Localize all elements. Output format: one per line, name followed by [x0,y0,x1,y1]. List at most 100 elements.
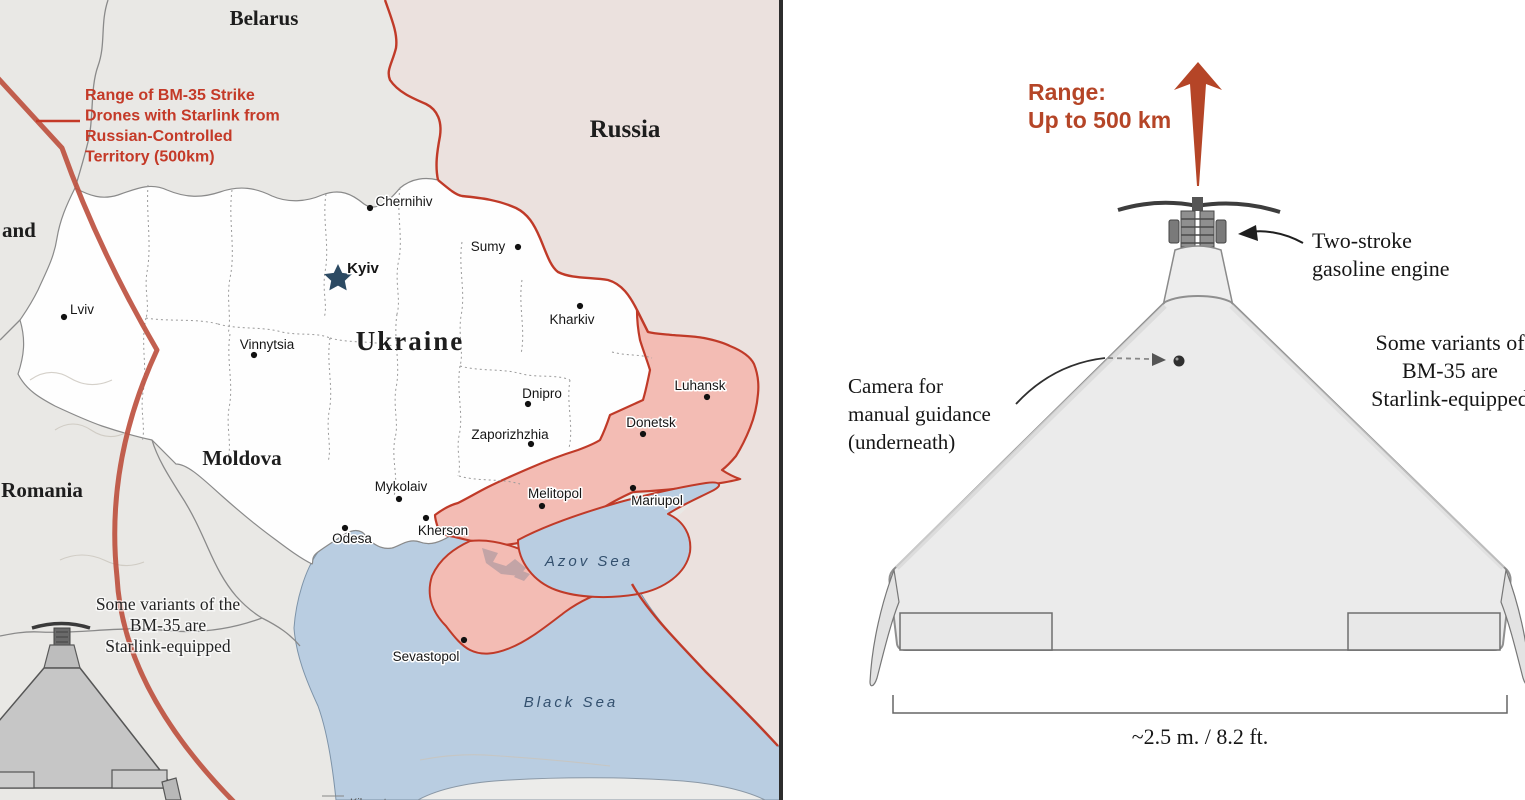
camera-label-line: Camera for [848,374,943,398]
range-annotation: Range of BM-35 Strike Drones with Starli… [85,87,280,166]
elevon-left [0,771,35,789]
romania-label: Romania [1,478,83,502]
winglet [161,777,182,800]
sivash-lagoon [482,548,530,581]
city-melitopol: Melitopol [526,485,584,510]
wing-shading-right [1229,304,1505,570]
range-annotation-line: Russian-Controlled [85,128,233,145]
svg-text:Sevastopol: Sevastopol [393,649,460,664]
svg-text:Sumy: Sumy [471,239,506,254]
capital-kyiv: Kyiv [324,259,381,291]
city-luhansk: Luhansk [673,377,727,401]
wing-shading-left [895,304,1167,570]
wingspan-label: ~2.5 m. / 8.2 ft. [1132,724,1269,749]
camera-pointer-dashed [1107,357,1151,360]
engine-label-line: Two-stroke [1312,228,1412,253]
ukraine-range-map: Range of BM-35 Strike Drones with Starli… [0,0,780,800]
city-zaporizhzhia: Zaporizhzhia [470,426,551,448]
svg-text:BM-35 are: BM-35 are [130,615,207,635]
engine-cylinder-right [1199,210,1215,248]
camera-label-line: (underneath) [848,430,955,454]
variants-note-line: BM-35 are [1402,358,1498,383]
svg-text:Luhansk: Luhansk [674,378,725,393]
city-mariupol: Mariupol [630,484,684,510]
svg-text:Lviv: Lviv [70,302,94,317]
svg-text:Kharkiv: Kharkiv [549,312,594,327]
svg-text:Kherson: Kherson [418,523,468,538]
russia-label: Russia [590,116,661,143]
range-annotation-line: Territory (500km) [85,149,215,166]
map-starlink-note: Some variants of the BM-35 are Starlink-… [94,593,242,658]
svg-text:Odesa: Odesa [332,531,372,546]
variants-note-line: Some variants of [1375,330,1525,355]
elevon-left [899,612,1053,651]
wingtip-right [1500,567,1525,684]
svg-text:Mykolaiv: Mykolaiv [375,479,428,494]
country-borders [0,0,301,647]
svg-text:Kilometers: Kilometers [350,797,402,800]
city-kherson: Kherson [416,514,470,540]
svg-text:Donetsk: Donetsk [626,415,676,430]
engine-pod-left [1168,219,1180,244]
belarus-russia-border-redline [383,0,442,181]
turkey-coast [417,777,766,800]
range-annotation-line: Drones with Starlink from [85,108,280,125]
city-sevastopol: Sevastopol [391,636,468,666]
propeller-hub [1192,197,1203,211]
svg-text:Zaporizhzhia: Zaporizhzhia [471,427,549,442]
wingtip-left [869,567,900,687]
russia-ukraine-border-redline [437,179,650,333]
camera-dot [1173,355,1185,367]
poland-label-partial: and [2,218,36,242]
range-label-line: Up to 500 km [1028,107,1171,133]
elevon-right [1347,612,1501,651]
engine-fins [56,631,68,643]
camera-arrowhead-icon [1152,353,1166,366]
camera-label-line: manual guidance [848,402,991,426]
svg-text:Starlink-equipped: Starlink-equipped [105,636,231,656]
azov-sea-label: Azov Sea [544,553,633,570]
svg-text:Mariupol: Mariupol [631,493,683,508]
ukraine-label: Ukraine [356,326,465,356]
black-sea-label: Black Sea [524,694,619,711]
camera-dot-highlight [1175,357,1179,361]
range-arc [0,76,236,800]
bm35-diagram: Range: Up to 500 km Two-stroke gasoline … [848,62,1525,749]
kyiv-label: Kyiv [347,260,379,277]
wingspan-bracket [892,695,1508,714]
engine-arrowhead-icon [1238,225,1258,241]
city-dnipro: Dnipro [521,385,563,408]
oblast-boundaries [141,184,653,497]
city-sumy: Sumy [469,238,522,256]
city-odesa: Odesa [331,524,374,548]
city-mykolaiv: Mykolaiv [373,478,429,503]
belarus-label: Belarus [230,6,299,30]
svg-text:Melitopol: Melitopol [528,486,582,501]
svg-text:Vinnytsia: Vinnytsia [240,337,295,352]
panel-divider [779,0,783,800]
engine-label-line: gasoline engine [1312,256,1449,281]
relief-texture [29,371,611,767]
camera-pointer-curve [1015,357,1106,405]
engine-fins [1181,218,1214,244]
range-annotation-line: Range of BM-35 Strike [85,87,255,104]
cities: Chernihiv Sumy Kharkiv Lviv Vinnytsia Dn… [60,193,727,666]
nose-cone [43,644,81,669]
range-label-line: Range: [1028,79,1106,105]
svg-text:Chernihiv: Chernihiv [375,194,432,209]
drone-silhouette [0,621,182,800]
city-vinnytsia: Vinnytsia [238,336,296,359]
city-donetsk: Donetsk [625,414,678,438]
kyiv-star-icon [324,264,352,291]
azov-sea [517,481,721,599]
city-kharkiv: Kharkiv [548,302,596,329]
range-arrow-icon [1174,62,1222,186]
city-lviv: Lviv [60,301,96,321]
propeller-icon [31,621,91,630]
svg-text:Some variants of the: Some variants of the [96,594,241,614]
svg-text:Dnipro: Dnipro [522,386,562,401]
city-chernihiv: Chernihiv [366,193,434,212]
caucasus-coast-redline [630,583,779,747]
engine-pod-right [1215,219,1227,244]
